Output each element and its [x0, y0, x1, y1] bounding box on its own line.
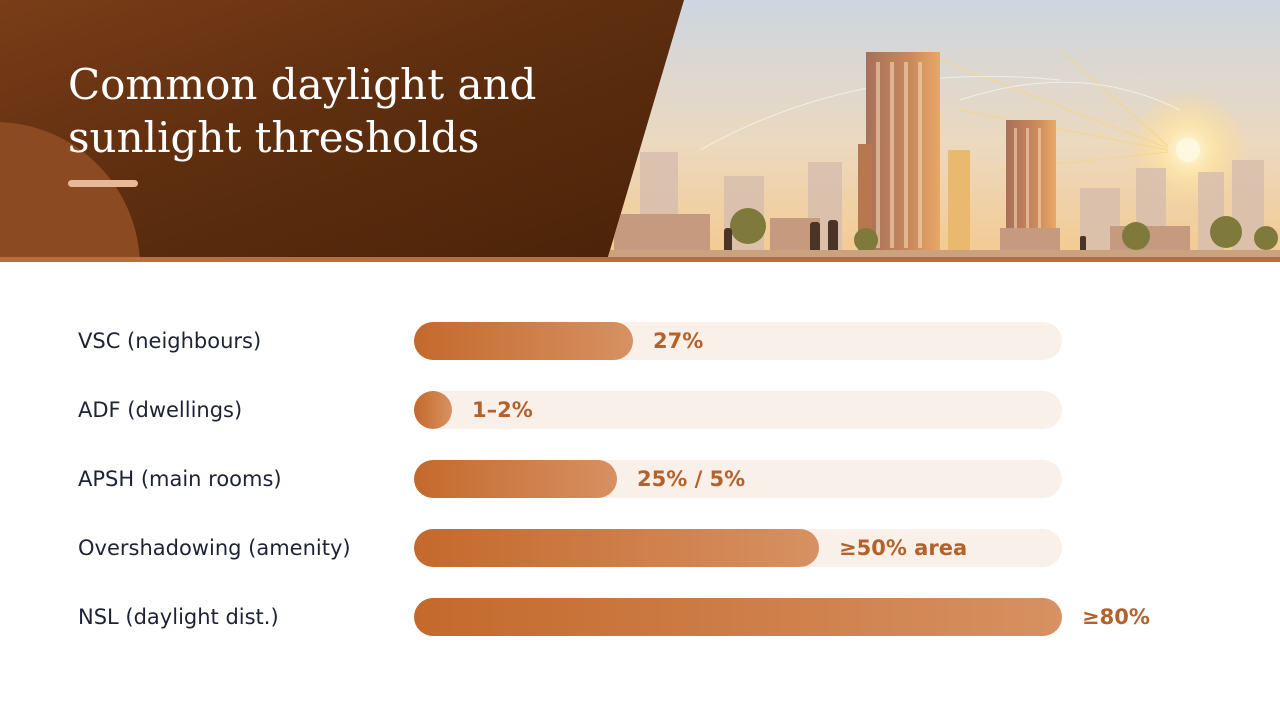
bar-fill: [414, 322, 633, 360]
value-label: 1–2%: [472, 398, 533, 422]
category-label: APSH (main rooms): [78, 467, 282, 491]
thresholds-bar-chart: VSC (neighbours) 27% ADF (dwellings) 1–2…: [0, 300, 1280, 660]
category-label: ADF (dwellings): [78, 398, 243, 422]
bar-fill: [414, 529, 819, 567]
category-label: VSC (neighbours): [78, 329, 262, 353]
value-label: ≥80%: [1082, 605, 1150, 629]
bar-fill: [414, 391, 452, 429]
bar-fill: [414, 460, 617, 498]
header-banner: Common daylight and sunlight thresholds: [0, 0, 1280, 262]
category-label: NSL (daylight dist.): [78, 605, 279, 629]
bar-track: [414, 391, 1062, 429]
title-underline: [68, 180, 138, 187]
bar-fill: [414, 598, 1062, 636]
page-title: Common daylight and sunlight thresholds: [68, 60, 537, 162]
value-label: 27%: [653, 329, 704, 353]
header-divider: [0, 257, 1280, 262]
chart-row-adf: ADF (dwellings) 1–2%: [0, 390, 1280, 430]
chart-row-apsh: APSH (main rooms) 25% / 5%: [0, 459, 1280, 499]
chart-row-vsc: VSC (neighbours) 27%: [0, 321, 1280, 361]
city-skyline-illustration: [608, 0, 1280, 257]
chart-row-overshadowing: Overshadowing (amenity) ≥50% area: [0, 528, 1280, 568]
category-label: Overshadowing (amenity): [78, 536, 351, 560]
chart-row-nsl: NSL (daylight dist.) ≥80%: [0, 597, 1280, 637]
value-label: ≥50% area: [839, 536, 968, 560]
value-label: 25% / 5%: [637, 467, 746, 491]
